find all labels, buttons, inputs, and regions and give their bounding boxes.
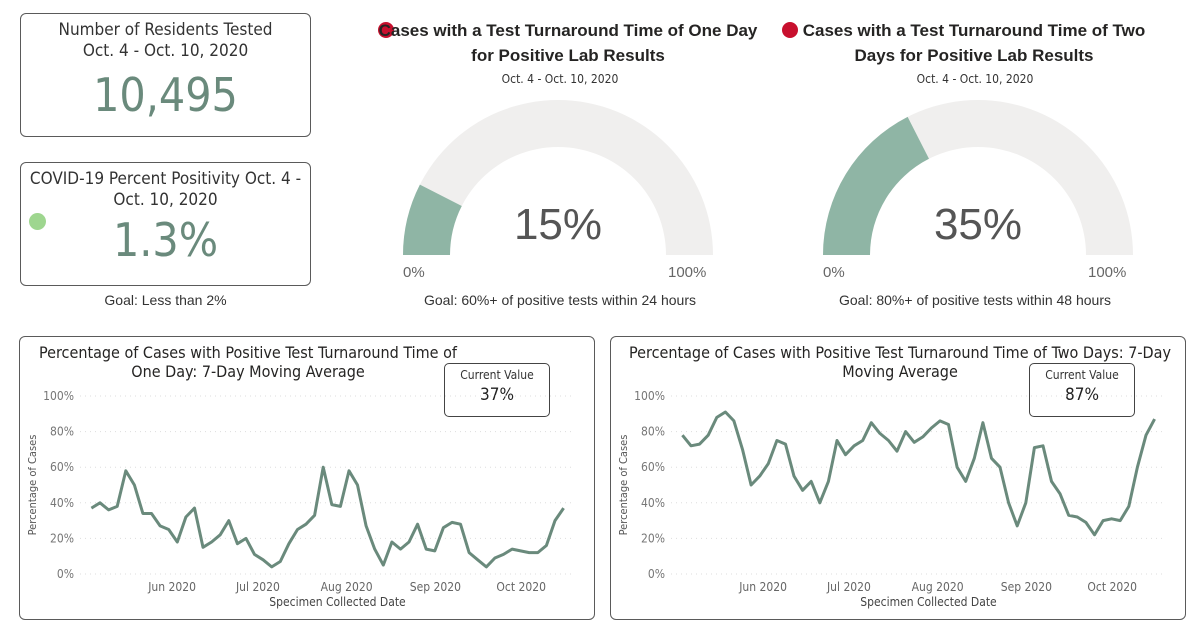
y-tick-label: 20% — [641, 531, 665, 545]
gauge-arc — [823, 100, 1133, 256]
x-tick-label: Sep 2020 — [1001, 580, 1052, 594]
gauge-track — [403, 100, 713, 255]
y-tick-label: 80% — [641, 425, 665, 439]
x-tick-label: Oct 2020 — [1087, 580, 1137, 594]
residents-tested-value: 10,495 — [93, 68, 238, 122]
y-tick-label: 0% — [57, 567, 74, 581]
line-chart-two-days-card: Percentage of Cases with Positive Test T… — [610, 336, 1186, 620]
residents-tested-title: Number of Residents Tested Oct. 4 - Oct. … — [58, 20, 273, 61]
x-tick-label: Oct 2020 — [496, 580, 546, 594]
current-value-label: Current Value — [1045, 368, 1119, 382]
x-tick-label: Aug 2020 — [912, 580, 964, 594]
gauge-arc — [403, 100, 713, 255]
gauge-fill — [403, 184, 462, 255]
chart-title: Percentage of Cases with Positive Test T… — [39, 343, 457, 381]
gauge-min-label: 0% — [403, 264, 425, 281]
x-tick-label: Sep 2020 — [410, 580, 461, 594]
current-value-box: Current Value 87% — [1029, 363, 1135, 417]
current-value-label: Current Value — [460, 368, 534, 382]
gauge-title: Cases with a Test Turnaround Time of One… — [378, 21, 758, 65]
gauge-title: Cases with a Test Turnaround Time of Two… — [802, 21, 1146, 65]
y-tick-label: 100% — [43, 389, 74, 403]
line-chart-one-day-card: Percentage of Cases with Positive Test T… — [19, 336, 595, 620]
x-tick-label: Aug 2020 — [321, 580, 373, 594]
gauge-min-label: 0% — [823, 264, 845, 281]
gauge-goal: Goal: 60%+ of positive tests within 24 h… — [424, 292, 696, 308]
series-line — [90, 465, 565, 569]
series-line — [681, 410, 1156, 537]
y-tick-label: 40% — [50, 496, 74, 510]
gauge-max-label: 100% — [1088, 264, 1127, 281]
current-value: 37% — [480, 385, 514, 405]
x-tick-label: Jul 2020 — [235, 580, 280, 594]
x-tick-label: Jun 2020 — [738, 580, 787, 594]
positivity-goal: Goal: Less than 2% — [104, 292, 227, 308]
gauge-value: 15% — [513, 200, 603, 249]
residents-tested-card: Number of Residents Tested Oct. 4 - Oct. … — [20, 13, 311, 137]
y-axis-label: Percentage of Cases — [26, 435, 39, 536]
x-tick-label: Jun 2020 — [147, 580, 196, 594]
y-axis-label: Percentage of Cases — [617, 435, 630, 536]
x-tick-label: Jul 2020 — [826, 580, 871, 594]
y-tick-label: 40% — [641, 496, 665, 510]
chart-title: Percentage of Cases with Positive Test T… — [629, 343, 1171, 381]
y-tick-label: 100% — [634, 389, 665, 403]
y-tick-label: 20% — [50, 531, 74, 545]
status-dot-icon — [378, 22, 394, 38]
line-chart-plot: 0% 20% 40% 60% 80% 100% Jun 2020 Jul 2020 Aug 20… — [617, 389, 1166, 609]
gauge-max-label: 100% — [668, 264, 707, 281]
gauge-value: 35% — [933, 200, 1023, 249]
gauge-date-range: Oct. 4 - Oct. 10, 2020 — [916, 72, 1034, 86]
y-tick-label: 0% — [648, 567, 665, 581]
current-value: 87% — [1065, 385, 1099, 405]
gauge-date-range: Oct. 4 - Oct. 10, 2020 — [501, 72, 619, 86]
positivity-value: 1.3% — [112, 213, 219, 267]
current-value-box: Current Value 37% — [444, 363, 550, 417]
status-dot-icon — [29, 213, 46, 230]
gauge-fill — [823, 116, 929, 256]
x-axis-label: Specimen Collected Date — [269, 595, 406, 609]
status-dot-icon — [782, 22, 798, 38]
x-axis-label: Specimen Collected Date — [860, 595, 997, 609]
y-tick-label: 60% — [50, 460, 74, 474]
line-chart-plot: 0% 20% 40% 60% 80% 100% Jun 2020 Jul 2020 Aug 20… — [26, 389, 575, 609]
positivity-title: COVID-19 Percent Positivity Oct. 4 - Oct… — [29, 169, 302, 210]
y-tick-label: 60% — [641, 460, 665, 474]
positivity-card: COVID-19 Percent Positivity Oct. 4 - Oct… — [20, 162, 311, 286]
y-tick-label: 80% — [50, 425, 74, 439]
gauge-goal: Goal: 80%+ of positive tests within 48 h… — [839, 292, 1111, 308]
